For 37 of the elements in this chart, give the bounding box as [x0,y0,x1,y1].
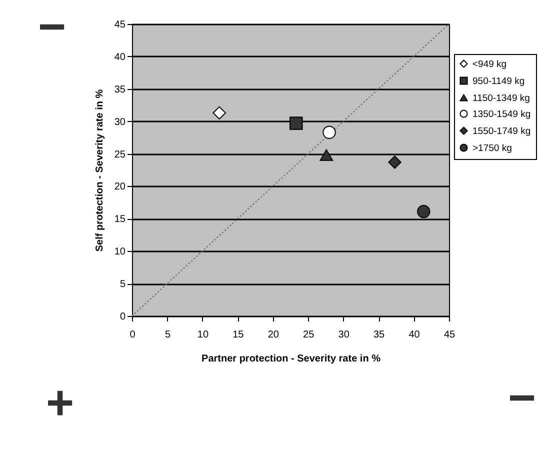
x-tick-label: 40 [408,330,420,340]
y-tick-label: 45 [114,20,126,30]
text: + [46,377,74,430]
legend-label: 1350-1549 kg [472,108,531,120]
y-tick-label: 30 [114,116,126,128]
legend-label: 950-1149 kg [472,76,525,87]
x-tick-label: 15 [232,330,244,340]
text: − [38,1,66,54]
x-tick-label: 0 [130,330,136,340]
legend-label: 1150-1349 kg [472,92,530,104]
y-tick-label: 25 [114,149,126,160]
text: − [508,372,536,425]
y-tick-label: 20 [114,182,126,193]
point [322,126,336,139]
x-tick-label: 30 [338,330,350,340]
point [417,204,430,218]
x-tick-label: 45 [444,330,456,340]
point [388,156,402,169]
x-tick-label: 25 [303,330,315,340]
x-tick-label: 35 [373,330,386,340]
point [320,149,334,161]
point [290,116,303,130]
legend-label: >1750 kg [472,142,512,154]
legend-label: <949 kg [472,58,507,70]
y-tick-label: 35 [114,84,126,96]
y-tick-label: 40 [114,52,126,63]
point [212,106,226,120]
x-axis-title: Partner protection - Severity rate in % [202,354,381,364]
y-tick-label: 15 [114,214,126,226]
x-tick-label: 5 [164,330,171,340]
x-tick-label: 10 [197,330,209,340]
y-tick-label: 0 [120,312,126,322]
x-tick-label: 20 [268,330,280,340]
y-axis-title: Self protection - Severity rate in % [94,89,106,252]
legend-label: 1550-1749 kg [472,126,531,137]
y-tick-label: 10 [114,246,126,258]
y-tick-label: 5 [120,279,126,290]
